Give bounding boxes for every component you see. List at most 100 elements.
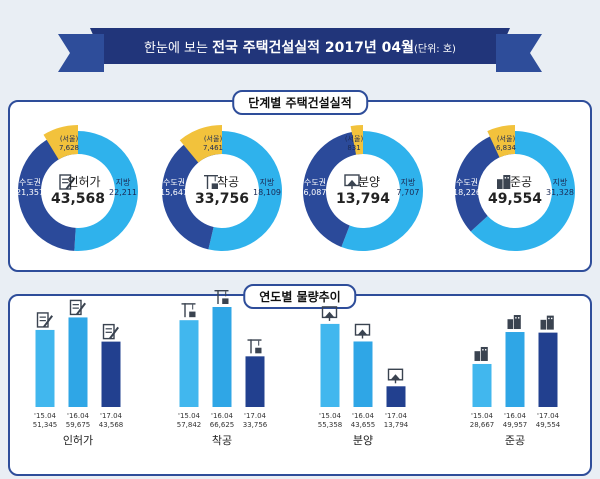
icon-shape (518, 317, 520, 319)
bar-value-label: 43,568 (99, 421, 124, 429)
icon-shape (76, 302, 86, 316)
donut-label-seoul-name: (서울) (497, 134, 516, 143)
icon-shape (540, 319, 547, 330)
donut-slice-sudogwon (303, 131, 363, 247)
icon-shape (480, 346, 488, 361)
bar-group-name: 착공 (212, 434, 232, 447)
construction-crane-icon (181, 303, 196, 318)
donut-slice-seoul (179, 125, 222, 163)
permit-document-icon (59, 174, 76, 190)
bar-인허가-0 (35, 329, 55, 407)
bar-인허가-2 (101, 341, 121, 407)
donut-slice-jibang (208, 131, 282, 252)
bar-category-label: '15.04 (178, 412, 201, 420)
donut-label-sudogwon-name: 수도권 (456, 177, 478, 187)
bar-value-label: 28,667 (470, 421, 495, 429)
bar-category-label: '17.04 (100, 412, 123, 420)
donut-total-value: 13,794 (336, 191, 390, 207)
bar-value-label: 13,794 (384, 421, 409, 429)
header-banner: 한눈에 보는 전국 주택건설실적 2017년 04월(단위: 호) (58, 28, 542, 72)
donut-total-value: 49,554 (488, 191, 542, 207)
bar-value-label: 49,554 (536, 421, 561, 429)
donut-slice-seoul (487, 125, 515, 158)
house-sale-icon (321, 306, 338, 321)
donut-label-jibang-name: 지방 (260, 177, 275, 187)
icon-shape (206, 175, 209, 189)
bar-value-label: 49,957 (503, 421, 528, 429)
icon-shape (324, 311, 335, 318)
donut-stage-label: 분양 (358, 175, 380, 189)
donut-hole (186, 155, 258, 227)
bar-category-label: '15.04 (34, 412, 57, 420)
donut-label-seoul-value: 831 (347, 144, 360, 152)
bar-value-label: 66,625 (210, 421, 235, 429)
donut-label-jibang-name: 지방 (401, 177, 416, 187)
donut-hole (327, 155, 399, 227)
icon-shape (214, 290, 229, 292)
banner-title: 한눈에 보는 전국 주택건설실적 2017년 04월(단위: 호) (144, 39, 456, 56)
donut-total-value: 43,568 (51, 191, 105, 207)
stage-section-title: 단계별 주택건설실적 (232, 90, 368, 115)
icon-shape (497, 179, 503, 189)
building-complete-icon (540, 315, 554, 330)
house-sale-icon (344, 174, 360, 189)
icon-shape (504, 177, 507, 179)
donut-slice-seoul (43, 125, 78, 160)
bar-인허가-1 (68, 317, 88, 407)
icon-shape (357, 329, 368, 335)
icon-shape (65, 177, 76, 190)
donut-label-sudogwon-name: 수도권 (19, 177, 41, 187)
building-complete-icon (474, 346, 488, 361)
icon-shape (485, 349, 487, 351)
bar-category-label: '16.04 (67, 412, 90, 420)
trend-section-title: 연도별 물량추이 (243, 284, 357, 309)
bar-착공-1 (212, 307, 232, 407)
banner-ribbon-left-tail (58, 34, 104, 72)
donut-stage-label: 착공 (217, 175, 239, 189)
donut-slice-jibang (470, 131, 575, 252)
donut-label-jibang-name: 지방 (116, 177, 131, 187)
bar-분양-0 (320, 323, 340, 407)
construction-crane-icon (204, 175, 218, 189)
banner-ribbon (90, 28, 510, 64)
bar-value-label: 59,675 (66, 421, 91, 429)
icon-shape (507, 319, 514, 330)
donut-hole (479, 155, 551, 227)
donut-label-seoul-value: 7,461 (203, 144, 223, 152)
icon-shape (255, 347, 262, 354)
building-complete-icon (507, 315, 521, 330)
icon-shape (347, 179, 357, 186)
icon-shape (204, 175, 218, 177)
icon-shape (546, 315, 554, 330)
donut-label-jibang-value: 7,707 (397, 188, 420, 197)
bar-value-label: 51,345 (33, 421, 58, 429)
icon-shape (217, 290, 219, 304)
donut-label-seoul-name: (서울) (204, 134, 223, 143)
donut-label-sudogwon-value: 6,087 (304, 188, 327, 197)
donut-stage-label: 인허가 (67, 175, 100, 189)
icon-shape (394, 379, 397, 384)
donut-slice-jibang (74, 131, 138, 251)
bar-category-label: '17.04 (537, 412, 560, 420)
banner-title-bold: 전국 주택건설실적 2017년 04월 (212, 39, 414, 56)
bar-group-name: 준공 (505, 434, 525, 447)
donut-label-sudogwon-value: 21,357 (16, 188, 44, 197)
donut-label-jibang-value: 31,328 (546, 188, 574, 197)
icon-shape (515, 317, 517, 319)
icon-shape (222, 298, 229, 304)
bar-category-label: '15.04 (471, 412, 494, 420)
donut-label-sudogwon-value: 15,647 (160, 188, 188, 197)
icon-shape (184, 303, 186, 318)
bar-value-label: 57,842 (177, 421, 202, 429)
donut-total-value: 33,756 (195, 191, 249, 207)
donut-label-seoul-name: (서울) (60, 134, 79, 143)
construction-crane-icon (214, 290, 229, 304)
donut-label-seoul-value: 6,834 (496, 144, 517, 152)
banner-unit: (단위: 호) (414, 42, 456, 55)
bar-category-label: '16.04 (352, 412, 375, 420)
